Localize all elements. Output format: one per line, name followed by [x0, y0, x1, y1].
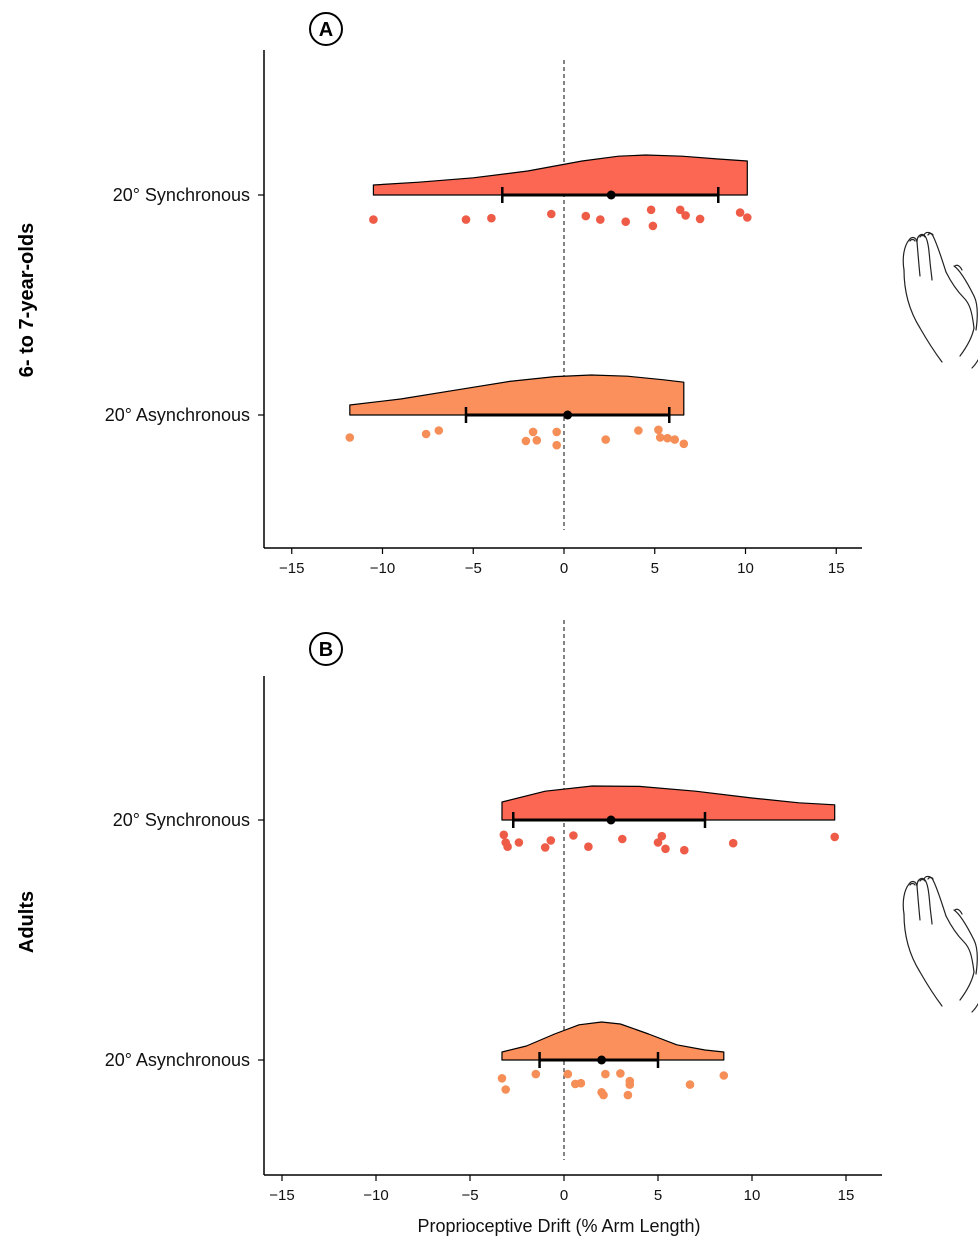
mean-point: [606, 190, 616, 200]
x-axis-title: Proprioceptive Drift (% Arm Length): [417, 1216, 700, 1236]
data-point: [576, 1078, 586, 1088]
data-point: [499, 830, 509, 840]
data-point: [584, 842, 593, 851]
data-point: [503, 842, 512, 851]
data-point: [685, 1080, 695, 1089]
density-cloud: [372, 154, 748, 196]
x-tick-label: −10: [363, 1187, 388, 1204]
data-point: [728, 838, 738, 848]
category-label: 20° Asynchronous: [105, 405, 250, 425]
data-point: [345, 433, 355, 442]
data-point: [625, 1080, 635, 1089]
data-point: [657, 831, 667, 841]
data-point: [521, 436, 531, 446]
data-point: [655, 433, 665, 442]
data-point: [514, 838, 524, 847]
row-label-adults: Adults: [16, 891, 38, 953]
data-point: [675, 205, 685, 215]
density-cloud: [501, 785, 836, 821]
category-label: 20° Asynchronous: [105, 1050, 250, 1070]
x-tick-label: 0: [560, 560, 568, 577]
mean-point: [597, 1055, 607, 1065]
data-point: [679, 439, 689, 449]
x-tick-label: 5: [651, 560, 659, 577]
data-point: [552, 440, 561, 450]
data-point: [618, 834, 627, 844]
x-tick-label: 15: [828, 560, 845, 577]
data-point: [547, 209, 556, 219]
data-point: [623, 1090, 633, 1100]
data-point: [653, 838, 663, 847]
data-point: [735, 208, 745, 217]
data-point: [621, 217, 630, 226]
data-point: [540, 843, 550, 852]
data-point: [601, 435, 610, 444]
data-point: [670, 435, 679, 444]
data-point: [531, 1069, 541, 1079]
data-point: [634, 426, 643, 435]
mean-point: [606, 815, 616, 825]
data-point: [532, 436, 542, 445]
data-point: [646, 205, 656, 215]
data-point: [695, 214, 705, 224]
x-tick-label: −5: [465, 560, 482, 577]
density-cloud: [501, 1021, 725, 1061]
panel-a-plot: −15 −10 −5 0 5 10 15 20° Synchronous 20° Asynchr…: [105, 50, 862, 577]
data-point: [648, 221, 658, 231]
data-point: [487, 213, 496, 223]
data-point: [599, 1090, 608, 1100]
data-point: [369, 215, 378, 224]
hand-icon-adults: [902, 875, 978, 1013]
x-tick-label: 10: [737, 560, 754, 577]
x-tick-label: −15: [269, 1187, 294, 1204]
panel-label-b-text: B: [319, 639, 333, 661]
data-point: [581, 211, 591, 221]
hand-icon-6to7: [902, 231, 978, 369]
data-point: [601, 1069, 610, 1079]
panel-label-a-text: A: [319, 19, 333, 41]
data-point: [461, 215, 471, 224]
x-tick-label: −15: [279, 560, 304, 577]
category-label: 20° Synchronous: [113, 185, 250, 205]
x-tick-label: −5: [461, 1187, 478, 1204]
data-point: [681, 211, 690, 220]
data-point: [552, 427, 561, 437]
mean-point: [563, 410, 573, 420]
data-point: [546, 836, 556, 845]
x-tick-label: 15: [838, 1187, 855, 1204]
data-point: [661, 844, 670, 854]
panel-label-b: B: [309, 632, 343, 666]
data-point: [663, 433, 672, 443]
panel-label-a: A: [309, 12, 343, 46]
x-tick-label: 0: [560, 1187, 568, 1204]
data-point: [569, 831, 578, 840]
data-point: [680, 845, 689, 855]
category-label: 20° Synchronous: [113, 810, 250, 830]
data-point: [434, 426, 444, 435]
data-point: [421, 429, 431, 439]
data-point: [596, 215, 605, 224]
data-point: [654, 425, 663, 435]
x-tick-label: −10: [370, 560, 395, 577]
data-point: [830, 832, 839, 842]
data-point: [743, 213, 752, 222]
data-point: [497, 1074, 507, 1083]
data-point: [616, 1069, 625, 1078]
density-cloud: [349, 374, 685, 416]
x-tick-label: 10: [744, 1187, 761, 1204]
data-point: [563, 1069, 573, 1079]
row-label-children: 6- to 7-year-olds: [16, 223, 38, 377]
data-point: [528, 427, 538, 437]
data-point: [719, 1071, 729, 1080]
data-point: [501, 1085, 511, 1094]
x-tick-label: 5: [654, 1187, 662, 1204]
panel-b-plot: −15 −10 −5 0 5 10 15 20° Synchronous 20° Asynchr…: [105, 620, 882, 1204]
